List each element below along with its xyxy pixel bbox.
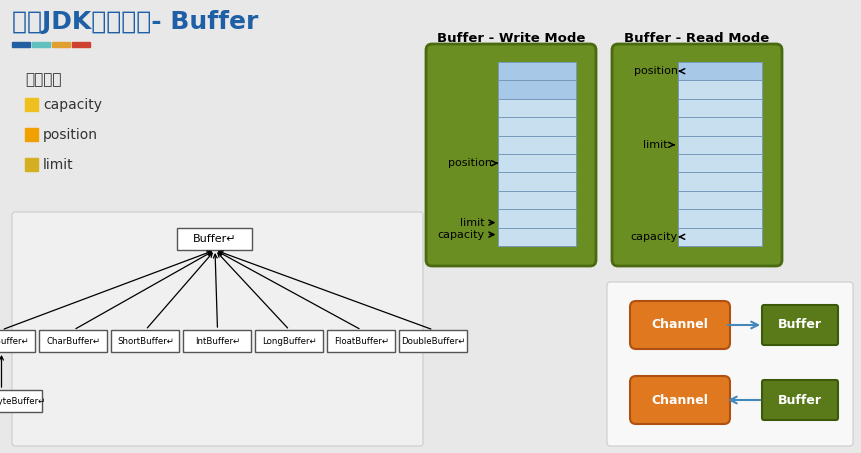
Bar — [498, 117, 575, 135]
Bar — [0, 330, 35, 352]
FancyBboxPatch shape — [629, 301, 729, 349]
Text: ByteBuffer↵: ByteBuffer↵ — [0, 337, 28, 346]
Text: FloatBuffer↵: FloatBuffer↵ — [333, 337, 388, 346]
FancyBboxPatch shape — [761, 380, 837, 420]
Bar — [498, 99, 575, 117]
Bar — [678, 173, 761, 191]
Bar — [678, 191, 761, 209]
FancyBboxPatch shape — [761, 305, 837, 345]
Bar — [183, 330, 251, 352]
FancyBboxPatch shape — [425, 44, 595, 266]
Bar — [678, 227, 761, 246]
Text: capacity: capacity — [43, 98, 102, 112]
Text: Buffer - Read Mode: Buffer - Read Mode — [623, 32, 769, 45]
Bar — [399, 330, 467, 352]
FancyBboxPatch shape — [629, 376, 729, 424]
Bar — [678, 117, 761, 135]
Text: Channel: Channel — [651, 318, 708, 332]
Bar — [255, 330, 323, 352]
Bar — [498, 80, 575, 99]
Bar — [52, 42, 70, 47]
Text: limit: limit — [43, 158, 73, 172]
Bar — [498, 191, 575, 209]
Bar — [498, 62, 575, 80]
Text: limit: limit — [642, 140, 667, 150]
Bar — [498, 209, 575, 227]
Bar — [32, 42, 50, 47]
Text: Buffer↵: Buffer↵ — [193, 234, 237, 244]
Text: capacity: capacity — [437, 230, 485, 240]
Bar — [12, 42, 30, 47]
Bar — [72, 42, 90, 47]
Bar — [0, 390, 42, 412]
Bar — [498, 227, 575, 246]
Text: DoubleBuffer↵: DoubleBuffer↵ — [400, 337, 465, 346]
Text: 原生JDK网络编程- Buffer: 原生JDK网络编程- Buffer — [12, 10, 258, 34]
Bar — [40, 330, 108, 352]
Text: Buffer: Buffer — [777, 394, 821, 406]
Text: Buffer: Buffer — [777, 318, 821, 332]
Bar — [177, 228, 252, 250]
Text: position: position — [448, 158, 492, 168]
FancyBboxPatch shape — [611, 44, 781, 266]
Bar — [25, 158, 38, 171]
Bar — [678, 99, 761, 117]
Text: LongBuffer↵: LongBuffer↵ — [262, 337, 317, 346]
Bar — [678, 62, 761, 80]
Bar — [678, 80, 761, 99]
Text: Channel: Channel — [651, 394, 708, 406]
Text: position: position — [43, 128, 98, 142]
Text: MappedByteBuffer↵: MappedByteBuffer↵ — [0, 396, 46, 405]
Bar — [678, 135, 761, 154]
Text: limit: limit — [460, 217, 485, 227]
Text: capacity: capacity — [630, 232, 678, 242]
Bar — [25, 128, 38, 141]
Bar — [327, 330, 395, 352]
Text: CharBuffer↵: CharBuffer↵ — [46, 337, 101, 346]
Text: IntBuffer↵: IntBuffer↵ — [195, 337, 240, 346]
Bar — [498, 154, 575, 173]
Bar — [498, 135, 575, 154]
Bar — [25, 98, 38, 111]
Text: position: position — [633, 66, 678, 76]
FancyBboxPatch shape — [606, 282, 852, 446]
Bar — [678, 154, 761, 173]
Bar — [678, 209, 761, 227]
Text: 重要属性: 重要属性 — [25, 72, 61, 87]
Bar — [498, 173, 575, 191]
Text: ShortBuffer↵: ShortBuffer↵ — [117, 337, 174, 346]
FancyBboxPatch shape — [12, 212, 423, 446]
Bar — [111, 330, 179, 352]
Text: Buffer - Write Mode: Buffer - Write Mode — [437, 32, 585, 45]
